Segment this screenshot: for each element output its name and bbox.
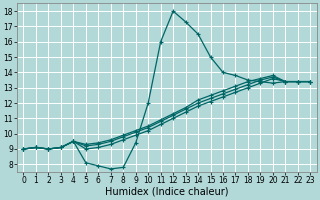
X-axis label: Humidex (Indice chaleur): Humidex (Indice chaleur) [105,187,229,197]
